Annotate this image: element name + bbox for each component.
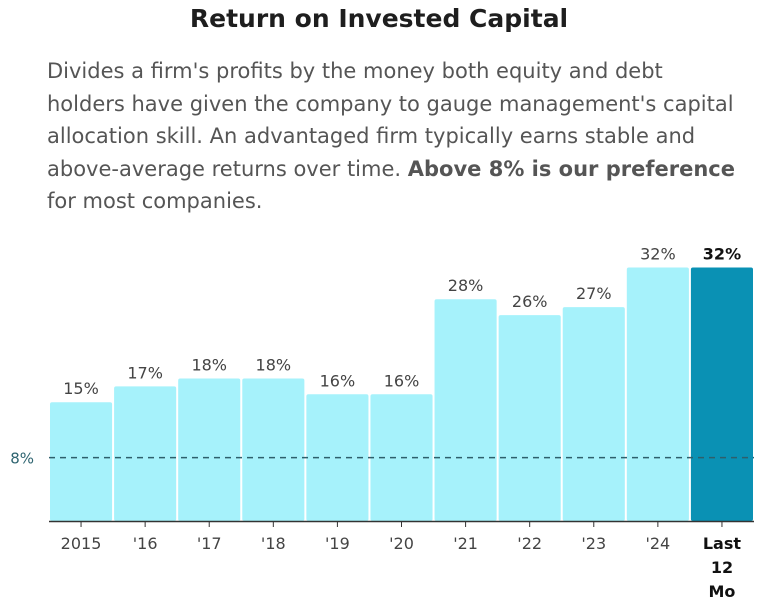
description-emphasis: Above 8% is our preference: [407, 156, 735, 181]
x-tick-label: '22: [517, 534, 542, 553]
bar: [242, 378, 305, 521]
bar-value-label: 27%: [576, 284, 612, 303]
chart-description: Divides a firm's profits by the money bo…: [47, 55, 737, 218]
description-tail: for most companies.: [47, 189, 263, 213]
chart-title: Return on Invested Capital: [189, 4, 569, 33]
bar-value-label: 32%: [703, 245, 741, 264]
bar-value-label: 18%: [191, 355, 227, 374]
bar: [178, 378, 241, 521]
x-tick-label: 2015: [61, 534, 102, 553]
x-tick-label: Last: [703, 534, 742, 553]
bar: [626, 267, 689, 521]
bar-value-label: 16%: [384, 371, 420, 390]
x-tick-label: '24: [645, 534, 670, 553]
bar: [434, 299, 497, 521]
x-tick-label: 12: [711, 558, 733, 577]
x-tick-label: '18: [261, 534, 286, 553]
bar-highlight: [690, 267, 753, 521]
x-tick-label: '19: [325, 534, 350, 553]
x-tick-label: '20: [389, 534, 414, 553]
bar: [114, 386, 177, 521]
bar-value-label: 26%: [512, 292, 548, 311]
x-tick-label: Mo: [708, 582, 735, 601]
x-tick-label: '17: [197, 534, 222, 553]
bar-value-label: 15%: [63, 379, 99, 398]
x-tick-label: '21: [453, 534, 478, 553]
x-tick-label: '23: [581, 534, 606, 553]
bar: [498, 315, 561, 521]
bar-value-label: 32%: [640, 245, 676, 264]
bar-value-label: 17%: [127, 363, 163, 382]
x-tick-label: '16: [133, 534, 158, 553]
description-text: Divides a firm's profits by the money bo…: [47, 59, 734, 181]
roic-bar-chart: 15% 2015 17% '16 18% '17 18% '18 16% '19 16% '20 28%…: [10, 245, 754, 601]
reference-line-label: 8%: [10, 450, 34, 468]
bar-value-label: 16%: [320, 371, 356, 390]
bar: [562, 307, 625, 521]
bar-value-label: 18%: [256, 355, 292, 374]
bar-value-label: 28%: [448, 276, 484, 295]
bar: [50, 402, 113, 521]
